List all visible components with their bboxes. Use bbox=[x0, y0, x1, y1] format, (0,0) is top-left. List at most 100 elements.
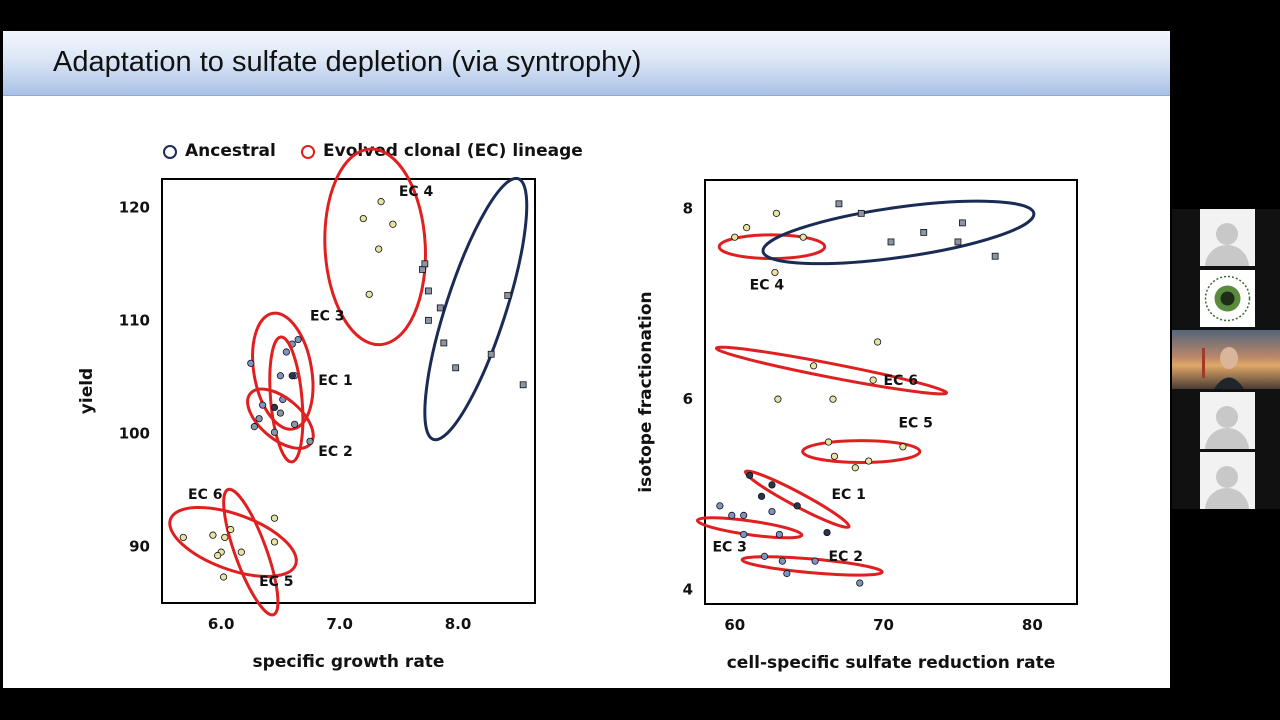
group-label: EC 4 bbox=[750, 278, 785, 294]
data-point bbox=[276, 409, 285, 417]
x-tick-label: 80 bbox=[1022, 616, 1043, 634]
data-point bbox=[775, 530, 784, 539]
data-point bbox=[209, 531, 217, 539]
data-point bbox=[865, 457, 873, 465]
group-label: EC 1 bbox=[318, 373, 352, 389]
data-point bbox=[954, 238, 962, 246]
group-ec-2: EC 2 bbox=[246, 387, 353, 460]
x-axis-label: specific growth rate bbox=[253, 652, 445, 672]
data-point bbox=[255, 415, 263, 423]
participant-tile-2[interactable] bbox=[1200, 392, 1255, 449]
participant-tile-1[interactable] bbox=[1200, 209, 1255, 266]
data-point bbox=[436, 304, 444, 312]
group-ellipse bbox=[222, 487, 280, 617]
group-label: EC 2 bbox=[829, 549, 863, 565]
x-tick-label: 6.0 bbox=[208, 615, 235, 633]
y-axis-label: isotope fractionation bbox=[636, 291, 656, 492]
person-icon bbox=[1216, 223, 1238, 245]
participant-tile-3[interactable] bbox=[1200, 452, 1255, 509]
data-point bbox=[359, 214, 367, 223]
data-point bbox=[835, 200, 843, 208]
title-bar: Adaptation to sulfate depletion (via syn… bbox=[3, 31, 1170, 96]
person-body-icon bbox=[1205, 428, 1249, 449]
data-point bbox=[793, 502, 801, 510]
data-point bbox=[920, 229, 928, 236]
data-point bbox=[291, 420, 299, 428]
data-point bbox=[746, 471, 754, 479]
group-label: EC 6 bbox=[188, 487, 222, 503]
data-point bbox=[851, 464, 859, 472]
group-ellipse bbox=[251, 311, 315, 431]
data-point bbox=[389, 220, 397, 228]
slide-title: Adaptation to sulfate depletion (via syn… bbox=[53, 46, 642, 78]
data-point bbox=[899, 443, 907, 451]
data-point bbox=[421, 260, 429, 268]
data-point bbox=[874, 338, 882, 346]
plot-frame bbox=[704, 179, 1078, 605]
participant-tile-logo[interactable] bbox=[1200, 270, 1255, 327]
group-ancestral bbox=[761, 199, 1036, 266]
data-point bbox=[227, 525, 235, 534]
group-label: EC 5 bbox=[898, 416, 932, 432]
data-point bbox=[504, 292, 512, 299]
data-point bbox=[740, 530, 748, 539]
data-point bbox=[768, 481, 776, 489]
y-tick-label: 6 bbox=[683, 390, 693, 408]
data-point bbox=[829, 395, 837, 403]
data-point bbox=[214, 551, 222, 560]
group-ellipse bbox=[801, 439, 922, 464]
y-tick-label: 120 bbox=[119, 198, 150, 216]
y-axis-label: yield bbox=[77, 368, 97, 414]
data-point bbox=[288, 372, 296, 380]
data-point bbox=[783, 569, 791, 578]
data-point bbox=[716, 502, 724, 510]
data-point bbox=[857, 209, 865, 217]
participant-tile-speaker[interactable] bbox=[1172, 330, 1280, 389]
data-point bbox=[778, 557, 786, 565]
group-label: EC 4 bbox=[399, 184, 434, 200]
data-point bbox=[270, 428, 279, 436]
data-point bbox=[250, 423, 258, 431]
data-point bbox=[728, 511, 736, 519]
y-tick-label: 90 bbox=[129, 537, 150, 555]
data-point bbox=[811, 557, 819, 565]
group-ellipse bbox=[268, 335, 305, 464]
data-point bbox=[425, 316, 432, 324]
group-ec-5: EC 5 bbox=[219, 487, 294, 617]
data-point bbox=[179, 533, 187, 542]
x-tick-label: 7.0 bbox=[326, 615, 353, 633]
data-point bbox=[219, 573, 228, 581]
data-point bbox=[959, 219, 966, 227]
data-point bbox=[237, 548, 245, 556]
video-participants-strip bbox=[1172, 209, 1280, 509]
data-point bbox=[377, 198, 385, 206]
data-point bbox=[519, 381, 527, 389]
y-tick-label: 100 bbox=[119, 424, 150, 442]
growth-yield-chart: 6.0 7.0 8.0 90 100 110 120 specific growth rate… bbox=[77, 147, 536, 672]
data-point bbox=[856, 579, 864, 587]
data-point bbox=[270, 538, 279, 546]
data-point bbox=[221, 533, 229, 542]
group-ellipse bbox=[761, 199, 1036, 266]
data-point bbox=[824, 438, 833, 446]
data-point bbox=[306, 437, 314, 445]
group-ec-2: EC 2 bbox=[740, 549, 884, 587]
organization-logo-icon bbox=[1204, 275, 1251, 322]
person-icon bbox=[1216, 406, 1238, 428]
data-point bbox=[440, 339, 448, 347]
data-point bbox=[731, 233, 739, 241]
data-point bbox=[282, 348, 290, 356]
group-label: EC 5 bbox=[259, 574, 293, 590]
group-label: EC 6 bbox=[884, 373, 918, 389]
data-point bbox=[810, 362, 818, 370]
data-point bbox=[247, 359, 255, 367]
group-ellipse bbox=[168, 505, 298, 578]
data-point bbox=[259, 401, 267, 409]
person-body-icon bbox=[1205, 488, 1249, 509]
data-point bbox=[365, 290, 373, 298]
data-point bbox=[452, 364, 460, 372]
x-axis-label: cell-specific sulfate reduction rate bbox=[727, 653, 1056, 673]
speaker-video-icon bbox=[1202, 347, 1244, 389]
group-ec-1: EC 1 bbox=[743, 469, 866, 537]
data-point bbox=[375, 245, 383, 253]
